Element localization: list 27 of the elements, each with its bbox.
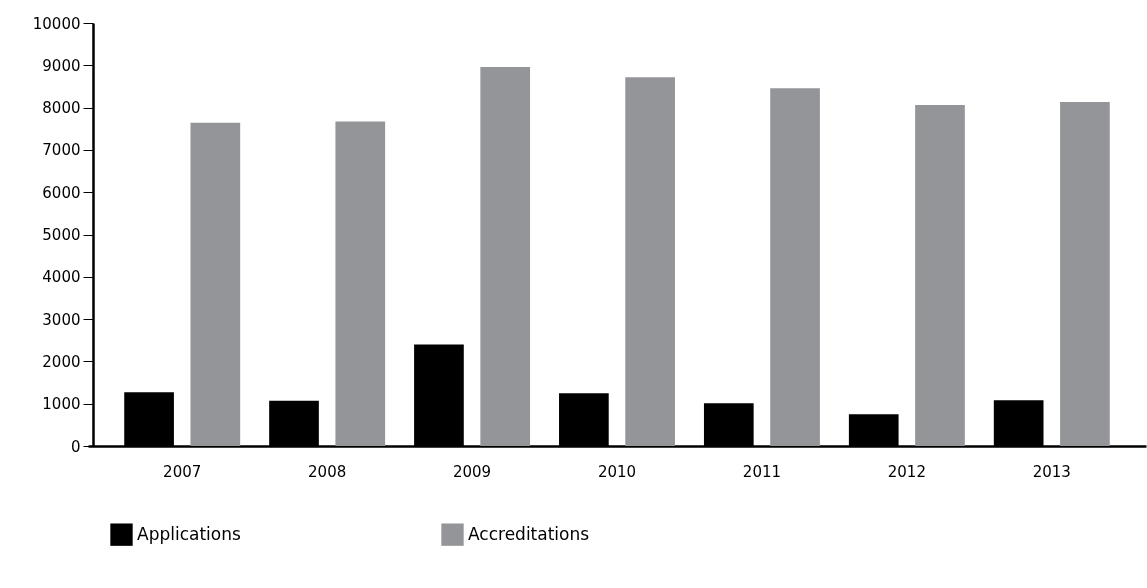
- y-tick-label: 8000: [42, 99, 81, 118]
- x-tick-label: 2012: [887, 462, 926, 481]
- y-tick-label: 3000: [42, 310, 81, 329]
- y-tick-label: 5000: [42, 226, 81, 244]
- bar: [480, 66, 531, 446]
- bar: [190, 122, 241, 446]
- x-tick-label: 2009: [452, 462, 492, 481]
- x-tick-label: 2007: [163, 462, 202, 481]
- y-tick-label: 4000: [42, 268, 81, 287]
- bar: [915, 105, 965, 446]
- bar: [335, 121, 386, 446]
- legend-label: Accreditations: [468, 523, 590, 544]
- x-tick-label: 2011: [742, 462, 782, 481]
- y-tick-label: 2000: [42, 352, 81, 371]
- x-tick-label: 2010: [597, 462, 637, 481]
- legend-label: Applications: [137, 523, 241, 544]
- y-tick-label: 0: [70, 437, 81, 456]
- x-tick-label: 2013: [1032, 462, 1071, 481]
- y-tick-label: 10000: [32, 14, 81, 33]
- bar: [770, 88, 820, 446]
- y-tick-label: 6000: [42, 183, 81, 202]
- y-tick-label: 1000: [42, 395, 81, 414]
- y-tick-label: 9000: [42, 56, 81, 75]
- bar: [625, 77, 675, 446]
- x-tick-label: 2008: [308, 462, 347, 481]
- y-tick-label: 7000: [42, 141, 81, 160]
- bar: [1060, 102, 1110, 446]
